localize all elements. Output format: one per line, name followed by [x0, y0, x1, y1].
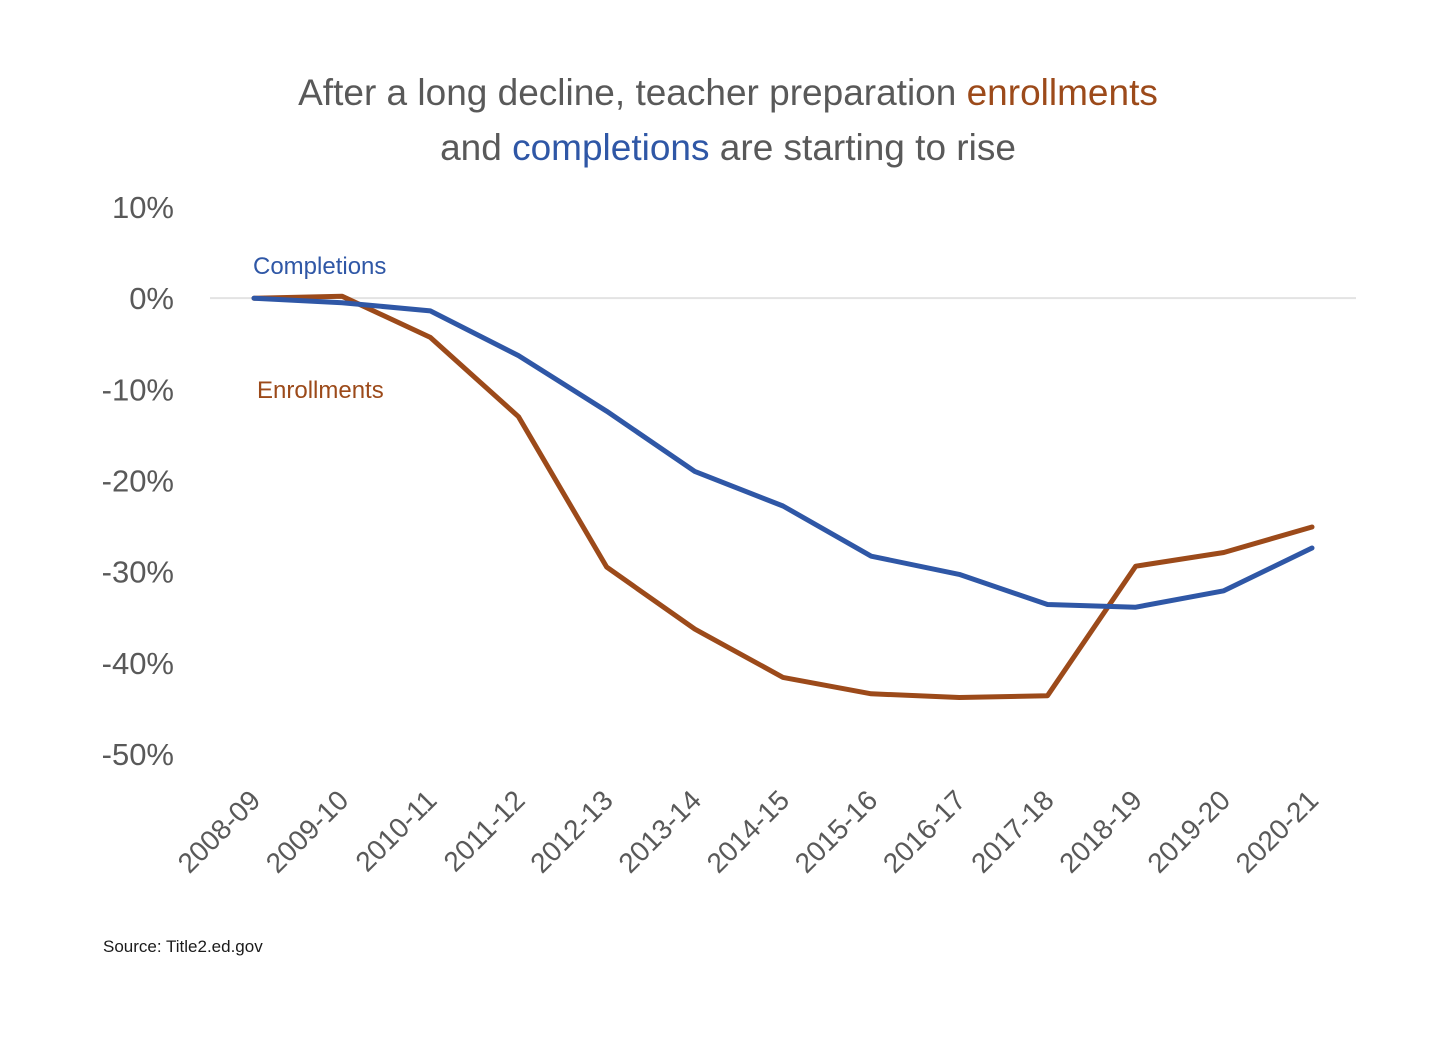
y-tick-label: 10% [112, 190, 174, 225]
y-tick-label: -40% [102, 646, 174, 681]
x-tick-label: 2011-12 [438, 784, 531, 877]
title-segment: are starting to rise [710, 127, 1016, 168]
x-tick-label: 2014-15 [701, 784, 796, 879]
x-tick-label: 2013-14 [612, 784, 707, 879]
x-tick-label: 2020-21 [1230, 784, 1325, 879]
x-tick-label: 2019-20 [1141, 784, 1236, 879]
x-tick-label: 2018-19 [1053, 784, 1148, 879]
x-tick-label: 2012-13 [524, 784, 619, 879]
x-tick-label: 2010-11 [349, 784, 442, 877]
title-segment: enrollments [967, 72, 1158, 113]
source-note: Source: Title2.ed.gov [103, 937, 263, 956]
series-label-enrollments: Enrollments [257, 377, 384, 404]
x-axis-tick-labels: 2008-092009-102010-112011-122012-132013-… [172, 784, 1325, 879]
title-segment: and [440, 127, 512, 168]
series-label-completions: Completions [253, 253, 386, 280]
series-line-enrollments [251, 293, 1315, 700]
x-tick-label: 2009-10 [260, 784, 355, 879]
x-tick-label: 2016-17 [877, 784, 972, 879]
chart-title-line-2: and completions are starting to rise [440, 127, 1016, 168]
series-lines [251, 293, 1315, 700]
title-segment: After a long decline, teacher preparatio… [298, 72, 966, 113]
x-tick-label: 2015-16 [789, 784, 884, 879]
series-labels: Completions Enrollments [253, 253, 386, 404]
chart-title: After a long decline, teacher preparatio… [298, 72, 1158, 168]
chart-title-line-1: After a long decline, teacher preparatio… [298, 72, 1158, 113]
y-tick-label: -30% [102, 555, 174, 590]
series-line-completions [251, 295, 1315, 610]
y-tick-label: 0% [129, 281, 174, 316]
x-tick-label: 2017-18 [965, 784, 1060, 879]
y-tick-label: -10% [102, 372, 174, 407]
y-axis-tick-labels: 10% 0% -10% -20% -30% -40% -50% [102, 190, 174, 772]
title-segment: completions [512, 127, 709, 168]
x-tick-label: 2008-09 [172, 784, 267, 879]
y-tick-label: -50% [102, 737, 174, 772]
y-tick-label: -20% [102, 464, 174, 499]
